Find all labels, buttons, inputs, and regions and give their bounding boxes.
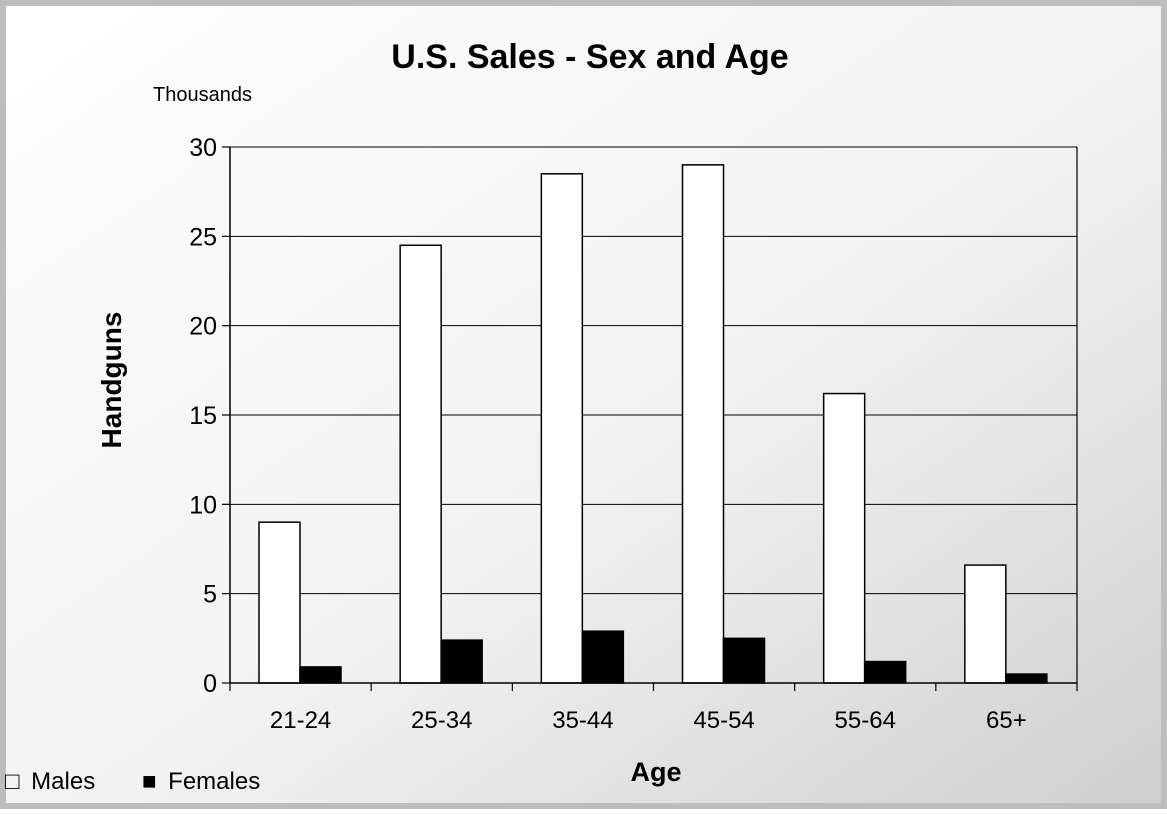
x-tick-label-25-34: 25-34 bbox=[411, 707, 472, 734]
units-label: Thousands bbox=[153, 84, 252, 106]
bar-males-25-34 bbox=[399, 244, 442, 684]
chart-title: U.S. Sales - Sex and Age bbox=[391, 38, 788, 76]
y-tick-label-30: 30 bbox=[189, 134, 217, 162]
bar-females-55-64 bbox=[863, 660, 907, 684]
legend-females-label: Females bbox=[168, 768, 260, 795]
bar-females-25-34 bbox=[440, 639, 483, 684]
legend-males-symbol: □ bbox=[5, 768, 20, 795]
legend: □ Males ■ Females bbox=[5, 768, 260, 795]
bar-males-55-64 bbox=[822, 392, 866, 684]
bar-males-45-54 bbox=[681, 164, 725, 684]
x-tick-labels: 21-24 25-34 35-44 45-54 55-64 65+ bbox=[270, 707, 1027, 734]
x-tick-label-55-64: 55-64 bbox=[835, 707, 896, 734]
bar-females-35-44 bbox=[581, 630, 625, 684]
bar-females-21-24 bbox=[299, 666, 342, 684]
bar-females-45-54 bbox=[722, 637, 766, 684]
y-tick-label-0: 0 bbox=[203, 670, 217, 698]
legend-males: □ Males bbox=[5, 768, 95, 795]
legend-females: ■ Females bbox=[142, 768, 260, 795]
x-tick-label-21-24: 21-24 bbox=[270, 707, 331, 734]
bar-males-65+ bbox=[964, 564, 1007, 684]
x-axis-label: Age bbox=[630, 757, 681, 787]
axes bbox=[222, 146, 1078, 691]
bar-males-35-44 bbox=[540, 173, 584, 684]
bars bbox=[258, 164, 1048, 684]
y-tick-label-10: 10 bbox=[189, 491, 217, 519]
y-tick-label-20: 20 bbox=[189, 313, 217, 341]
bar-females-65+ bbox=[1005, 673, 1048, 684]
x-tick-label-35-44: 35-44 bbox=[552, 707, 613, 734]
legend-females-symbol: ■ bbox=[142, 768, 157, 795]
x-tick-label-45-54: 45-54 bbox=[693, 707, 754, 734]
y-tick-label-25: 25 bbox=[189, 223, 217, 251]
x-tick-label-65+: 65+ bbox=[986, 707, 1027, 734]
legend-males-label: Males bbox=[31, 768, 95, 795]
grid-lines bbox=[230, 146, 1077, 595]
bar-males-21-24 bbox=[258, 521, 301, 684]
y-axis-label: Handguns bbox=[96, 312, 127, 449]
y-tick-label-15: 15 bbox=[189, 402, 217, 430]
y-tick-label-5: 5 bbox=[203, 581, 217, 609]
y-tick-labels: 0 5 10 15 20 25 30 bbox=[189, 134, 217, 698]
